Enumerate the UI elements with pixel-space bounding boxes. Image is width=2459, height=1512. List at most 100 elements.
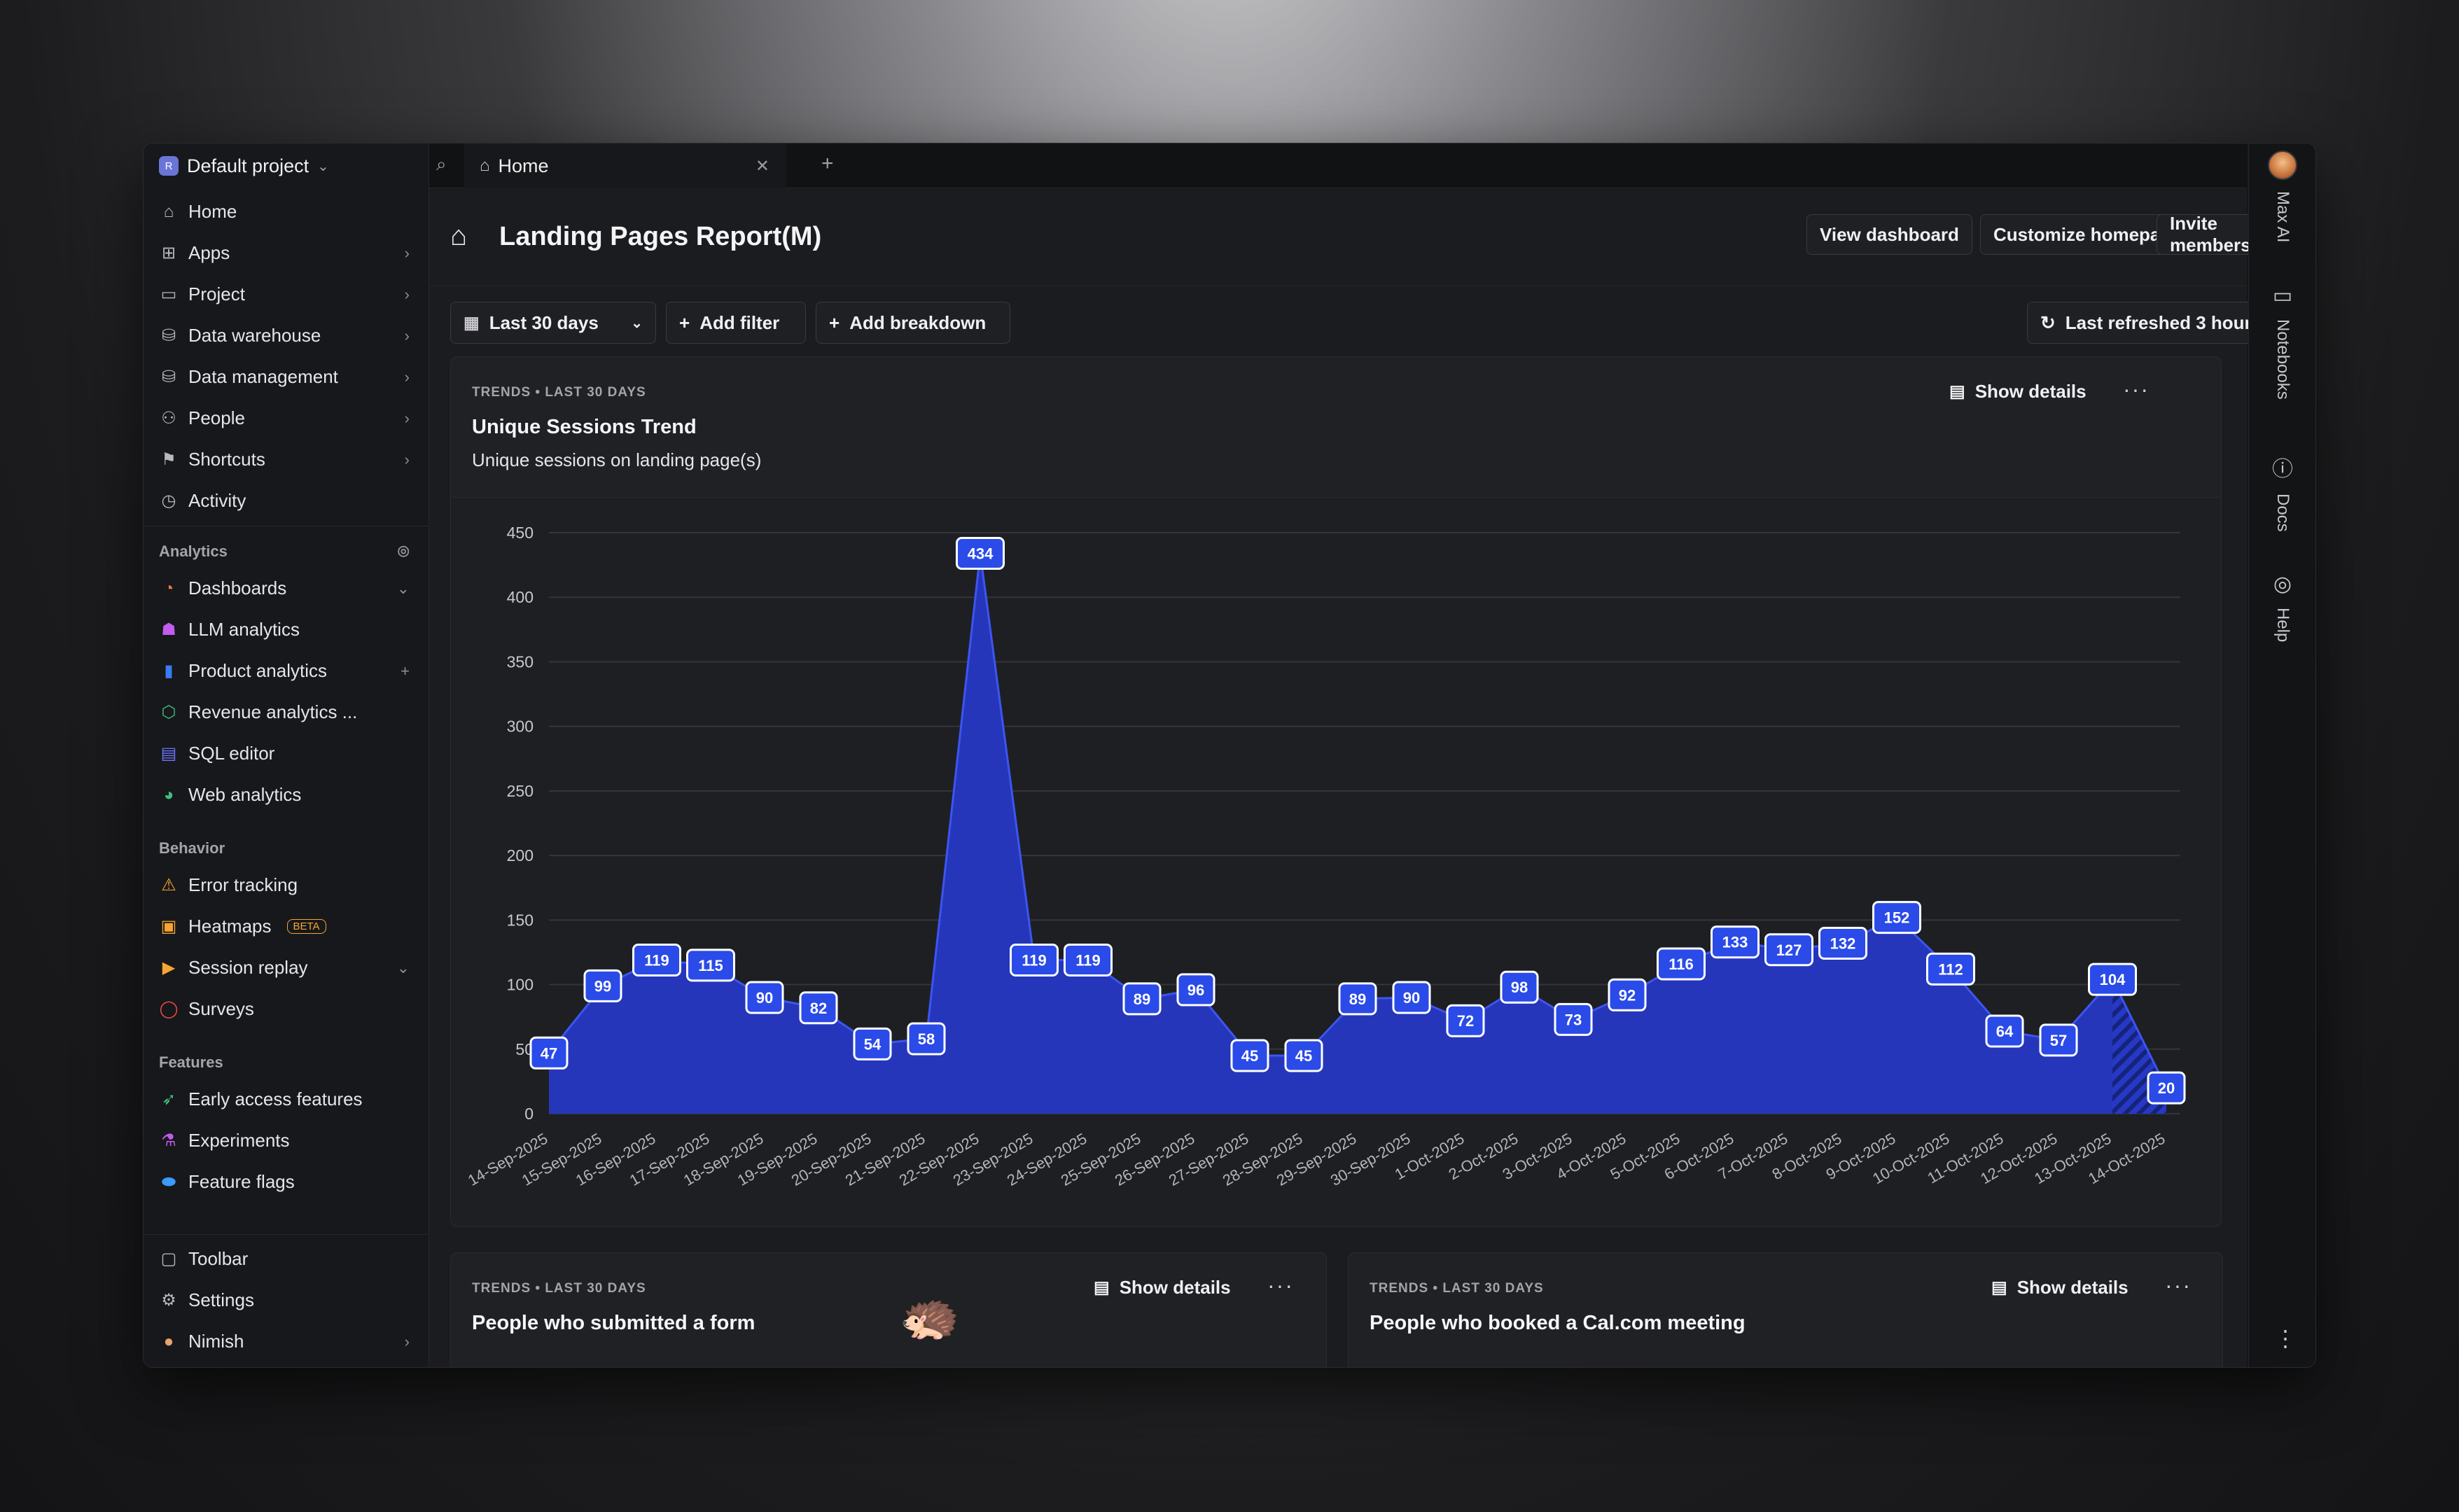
add-filter-button[interactable]: + Add filter [666,302,806,344]
data-label: 72 [1457,1012,1474,1030]
card-title: Unique Sessions Trend [472,416,697,438]
sidebar-item-feature-flags[interactable]: ⬬ Feature flags [144,1161,429,1203]
show-details-button[interactable]: ▤ Show details [1949,381,2087,402]
chevron-right-icon[interactable]: › [404,1332,410,1350]
chevron-right-icon[interactable]: › [404,450,410,468]
docs-label: Docs [2273,493,2292,532]
sidebar-item-data-management[interactable]: ⛁ Data management › [144,356,429,398]
sidebar-item-apps[interactable]: ⊞ Apps › [144,232,429,274]
data-label: 73 [1565,1011,1582,1028]
more-options-icon[interactable]: ··· [1267,1273,1294,1298]
data-label-box [1711,925,1760,959]
y-tick-label: 100 [507,976,534,994]
chevron-right-icon[interactable]: › [404,326,410,344]
data-label: 152 [1884,909,1910,927]
data-label: 57 [2050,1032,2067,1049]
form-submissions-card: TRENDS • LAST 30 DAYS People who submitt… [450,1252,1327,1367]
sidebar-item-label: SQL editor [188,743,275,764]
y-tick-label: 0 [524,1105,534,1123]
docs-button[interactable]: ⓘ Docs [2249,451,2315,532]
sidebar-item-settings[interactable]: ⚙ Settings [144,1280,429,1321]
gear-icon: ⚙ [161,1291,176,1310]
sidebar-item-data-warehouse[interactable]: ⛁ Data warehouse › [144,315,429,356]
show-details-button[interactable]: ▤ Show details [1094,1277,1231,1298]
sidebar-item-session-replay[interactable]: ▶ Session replay ⌄ [144,947,429,988]
sidebar-item-label: LLM analytics [188,619,300,640]
data-label: 133 [1722,934,1748,951]
date-range-button[interactable]: ▦ Last 30 days ⌄ [450,302,656,344]
home-icon: ⌂ [480,156,490,175]
chevron-right-icon[interactable]: › [404,368,410,386]
warning-icon: ⚠ [161,876,176,895]
sidebar-item-label: Data management [188,366,338,387]
data-label: 96 [1187,981,1204,999]
user-avatar: ● [163,1331,174,1351]
data-label: 104 [2100,971,2126,988]
notebook-icon: ▭ [2272,284,2293,307]
max-ai-button[interactable]: Max AI [2249,150,2315,242]
revenue-icon: ⬡ [161,703,176,722]
sidebar-item-experiments[interactable]: ⚗ Experiments [144,1120,429,1161]
sidebar-item-label: Revenue analytics ... [188,701,358,722]
sidebar-item-revenue-analytics[interactable]: ⬡ Revenue analytics ... [144,692,429,733]
chevron-right-icon[interactable]: › [404,285,410,303]
notebooks-button[interactable]: ▭ Notebooks [2249,284,2315,400]
data-label: 45 [1295,1047,1312,1065]
new-tab-plus-icon[interactable]: + [821,152,834,175]
sidebar-item-dashboards[interactable]: ◔ Dashboards ⌄ [144,568,429,609]
chevron-right-icon[interactable]: › [404,244,410,262]
sidebar-item-surveys[interactable]: ◯ Surveys [144,988,429,1030]
more-options-icon[interactable]: ··· [2165,1273,2192,1298]
chevron-right-icon[interactable]: › [404,409,410,427]
close-icon[interactable]: ✕ [755,156,769,176]
project-switcher[interactable]: R Default project ⌄ [151,149,337,183]
sidebar-item-error-tracking[interactable]: ⚠ Error tracking [144,864,429,906]
chevron-down-icon[interactable]: ⌄ [396,958,410,976]
view-dashboard-button[interactable]: View dashboard [1806,214,1972,255]
search-icon[interactable]: ⌕ [436,153,447,174]
sidebar-item-nimish[interactable]: ● Nimish › [144,1321,429,1362]
sidebar-item-home[interactable]: ⌂ Home [144,191,429,232]
sidebar-item-shortcuts[interactable]: ⚑ Shortcuts › [144,439,429,480]
sidebar-item-label: Early access features [188,1088,363,1110]
data-label-box [907,1022,946,1056]
help-button[interactable]: ◎ Help [2249,572,2315,642]
sidebar-item-project[interactable]: ▭ Project › [144,274,429,315]
more-vertical-icon[interactable]: ⋮ [2274,1326,2297,1351]
card-title: People who submitted a form [472,1312,755,1334]
sidebar-item-early-access-features[interactable]: ➶ Early access features [144,1079,429,1120]
sidebar-item-heatmaps[interactable]: ▣ Heatmaps BETA [144,906,429,947]
data-label: 90 [1403,989,1420,1007]
data-label-box [1500,970,1539,1004]
settings-icon[interactable]: ◎ [397,543,410,559]
details-icon: ▤ [1991,1278,2007,1297]
sidebar-item-llm-analytics[interactable]: ☗ LLM analytics [144,609,429,650]
clock-icon: ◷ [161,491,176,510]
data-label: 119 [1075,952,1101,969]
sidebar-item-people[interactable]: ⚇ People › [144,398,429,439]
hedgehog-mascot-icon: 🦔 [899,1289,961,1343]
section-title-analytics: Analytics ◎ [159,542,410,560]
tab-home[interactable]: ⌂ Home ✕ [464,144,786,188]
plus-icon[interactable]: + [400,662,410,680]
y-tick-label: 200 [507,846,534,864]
tab-label: Home [498,155,549,176]
sidebar-item-label: Shortcuts [188,449,265,470]
add-breakdown-button[interactable]: + Add breakdown [816,302,1010,344]
sidebar-item-sql-editor[interactable]: ▤ SQL editor [144,733,429,774]
heatmap-icon: ▣ [160,917,177,936]
sidebar-item-label: Experiments [188,1130,290,1151]
data-label-box [1985,1014,2024,1048]
sidebar-item-toolbar[interactable]: ▢ Toolbar [144,1238,429,1280]
invite-members-button[interactable]: Invite members [2157,213,2264,255]
more-options-icon[interactable]: ··· [2123,377,2150,402]
sidebar-item-label: Settings [188,1289,254,1310]
chevron-down-icon[interactable]: ⌄ [396,579,410,597]
sidebar-item-product-analytics[interactable]: ▮ Product analytics + [144,650,429,692]
chart-area: 0 50 100 150 200 250 300 350 400 450 47 99 119 115 90 8… [451,497,2221,1225]
show-details-button[interactable]: ▤ Show details [1991,1277,2129,1298]
data-label-box [1010,944,1059,977]
sidebar-item-web-analytics[interactable]: ◕ Web analytics [144,774,429,816]
sidebar-item-activity[interactable]: ◷ Activity [144,480,429,522]
